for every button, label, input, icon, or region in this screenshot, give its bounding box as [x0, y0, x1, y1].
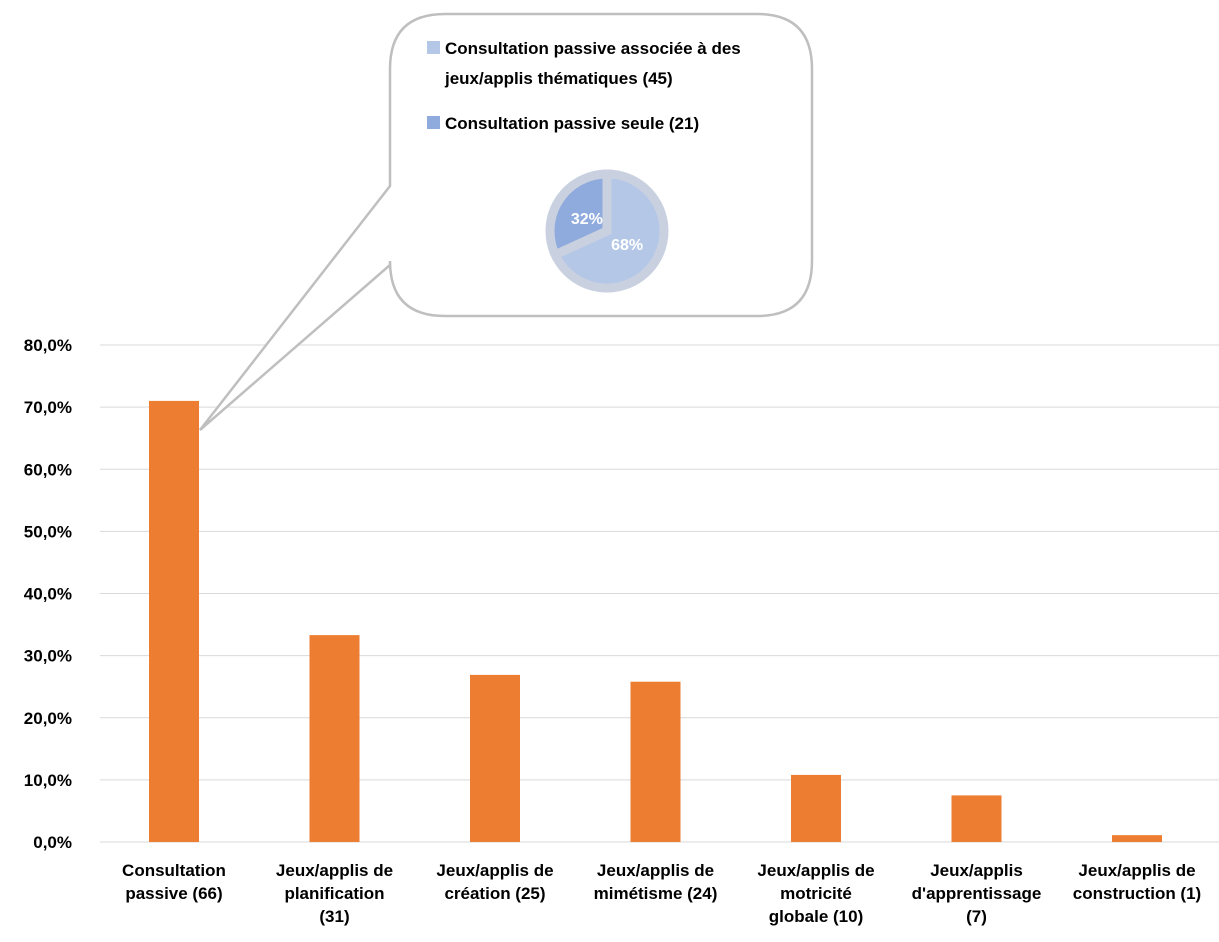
y-tick-label: 30,0%	[24, 647, 72, 666]
bar	[470, 674, 520, 842]
bar	[309, 635, 360, 842]
y-tick-label: 0,0%	[33, 833, 72, 852]
bar	[1112, 835, 1162, 842]
y-tick-label: 50,0%	[24, 522, 72, 541]
y-tick-label: 80,0%	[24, 336, 72, 355]
y-tick-label: 60,0%	[24, 460, 72, 479]
y-tick-label: 40,0%	[24, 585, 72, 604]
x-tick-label-line: création (25)	[444, 884, 545, 903]
bars	[149, 400, 1162, 842]
x-tick-label-line: mimétisme (24)	[594, 884, 718, 903]
pie-slice-label: 68%	[611, 237, 643, 254]
x-tick-label-line: (7)	[966, 907, 987, 926]
x-tick-label-line: d'apprentissage	[912, 884, 1042, 903]
x-tick-label-line: Jeux/applis de	[597, 861, 714, 880]
x-tick-label: Jeux/applis de création (25)	[436, 861, 553, 903]
bar	[630, 681, 681, 842]
x-tick-label-line: planification	[284, 884, 384, 903]
x-tick-label: Jeux/applis de mimétisme (24)	[594, 861, 718, 903]
bar	[149, 400, 199, 842]
x-tick-label-line: (31)	[319, 907, 349, 926]
bar	[791, 774, 841, 842]
x-tick-label-line: Jeux/applis de	[436, 861, 553, 880]
y-tick-label: 20,0%	[24, 709, 72, 728]
x-tick-label: Jeux/applis de motricité globale (10)	[757, 861, 874, 926]
legend-label-line: jeux/applis thématiques (45)	[444, 69, 673, 88]
pie-slice-label: 32%	[571, 211, 603, 228]
x-tick-label: Jeux/applis d'apprentissage (7)	[912, 861, 1042, 926]
y-tick-label: 10,0%	[24, 771, 72, 790]
x-tick-label-line: globale (10)	[769, 907, 863, 926]
legend-label: Consultation passive associée à des jeux/…	[444, 39, 741, 88]
x-tick-label-line: passive (66)	[125, 884, 222, 903]
legend-swatch	[427, 116, 440, 129]
pie-callout: Consultation passive associée à des jeux/…	[199, 12, 814, 431]
x-tick-label-line: Jeux/applis de	[1078, 861, 1195, 880]
y-axis: 0,0% 10,0% 20,0% 30,0% 40,0% 50,0% 60,0% 70,0% 8…	[24, 336, 72, 852]
x-tick-label-line: construction (1)	[1073, 884, 1201, 903]
legend-label: Consultation passive seule (21)	[445, 114, 699, 133]
x-tick-label-line: Consultation	[122, 861, 226, 880]
x-tick-label: Jeux/applis de planification (31)	[276, 861, 393, 926]
y-tick-label: 70,0%	[24, 398, 72, 417]
x-tick-label-line: Jeux/applis de	[276, 861, 393, 880]
bar	[951, 795, 1002, 842]
legend-label-line: Consultation passive seule (21)	[445, 114, 699, 133]
x-axis: Consultation passive (66) Jeux/applis de pl…	[122, 861, 1201, 926]
legend-swatch	[427, 41, 440, 54]
x-tick-label-line: Jeux/applis de	[757, 861, 874, 880]
x-tick-label-line: motricité	[780, 884, 852, 903]
callout-bubble	[199, 12, 814, 431]
x-tick-label-line: Jeux/applis	[930, 861, 1023, 880]
pie-slice	[545, 169, 612, 261]
legend-label-line: Consultation passive associée à des	[445, 39, 741, 58]
gridlines	[100, 344, 1219, 843]
x-tick-label: Jeux/applis de construction (1)	[1073, 861, 1201, 903]
x-tick-label: Consultation passive (66)	[122, 861, 226, 903]
